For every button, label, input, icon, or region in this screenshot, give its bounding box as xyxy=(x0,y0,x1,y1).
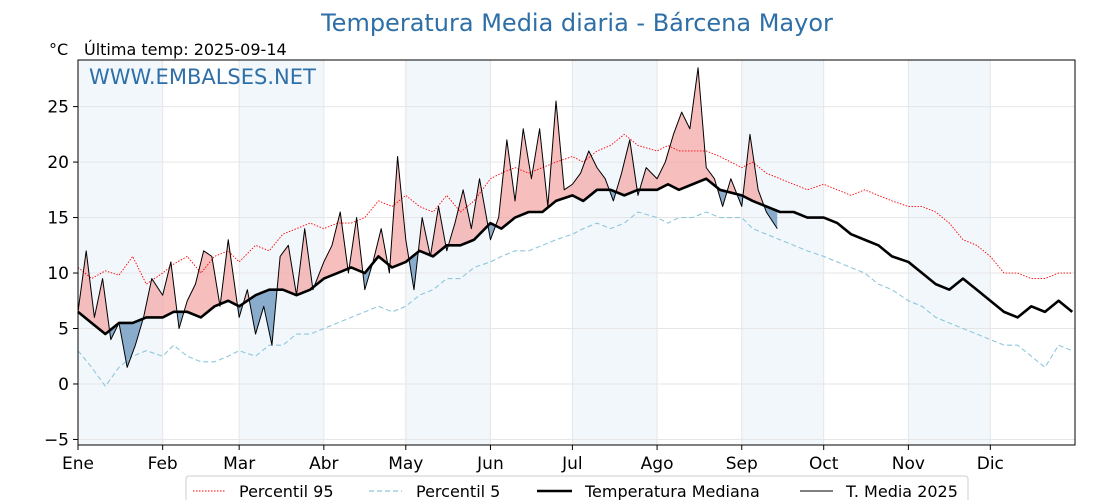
warm-anomaly-fill xyxy=(640,67,717,190)
x-tick-label-jul: Jul xyxy=(561,454,583,474)
x-tick-label-jun: Jun xyxy=(476,454,504,474)
warm-anomaly-fill xyxy=(143,261,178,319)
warm-anomaly-fill xyxy=(314,212,348,287)
series-line-t-media-2025 xyxy=(77,67,778,368)
y-tick-label: 10 xyxy=(47,264,69,284)
anomaly-fills xyxy=(78,67,778,368)
y-tick-label: 20 xyxy=(47,153,69,173)
x-tick-label-dic: Dic xyxy=(977,454,1004,474)
x-tick-label-feb: Feb xyxy=(148,454,178,474)
plot-frame xyxy=(77,59,1076,446)
chart-title: Temperatura Media diaria - Bárcena Mayor xyxy=(320,9,833,37)
watermark: WWW.EMBALSES.NET xyxy=(89,65,316,89)
x-tick-label-oct: Oct xyxy=(809,454,839,474)
month-band-sep xyxy=(741,60,824,445)
y-tick-label: −5 xyxy=(44,430,69,450)
warm-anomaly-fill xyxy=(277,228,313,296)
warm-anomaly-fill xyxy=(184,250,220,318)
month-bands xyxy=(78,60,991,445)
y-tick-label: 15 xyxy=(47,209,69,229)
cold-anomaly-fill xyxy=(409,251,419,290)
x-tick-label-ene: Ene xyxy=(62,454,94,474)
warm-anomaly-fill xyxy=(373,228,388,264)
legend: Percentil 95 Percentil 5 Temperatura Med… xyxy=(185,475,969,500)
legend-label-p5: Percentil 5 xyxy=(416,482,500,500)
warm-anomaly-fill xyxy=(390,156,409,268)
legend-label-2025: T. Media 2025 xyxy=(845,482,958,500)
month-band-mar xyxy=(239,60,324,445)
warm-anomaly-fill xyxy=(78,250,110,335)
y-tick-label: 0 xyxy=(58,375,69,395)
legend-box xyxy=(185,475,969,500)
series-lines xyxy=(77,67,1074,387)
warm-anomaly-fill xyxy=(349,217,363,273)
y-tick-label: 25 xyxy=(47,98,69,118)
x-tick-label-sep: Sep xyxy=(726,454,758,474)
unit-label: °C xyxy=(49,40,68,59)
legend-label-median: Temperatura Mediana xyxy=(584,482,760,500)
x-tick-label-nov: Nov xyxy=(892,454,925,474)
month-band-may xyxy=(405,60,491,445)
y-axis: −5 0 5 10 15 20 25 xyxy=(44,98,78,450)
x-axis: Ene Feb Mar Abr May Jun Jul Ago Sep Oct Nov Dic xyxy=(62,445,1004,474)
warm-anomaly-fill xyxy=(431,206,446,257)
warm-anomaly-fill xyxy=(727,178,737,194)
month-band-jul xyxy=(572,60,658,445)
legend-label-p95: Percentil 95 xyxy=(239,482,334,500)
grid-lines xyxy=(77,60,1075,445)
month-band-ene xyxy=(78,60,163,445)
x-tick-label-abr: Abr xyxy=(309,454,338,474)
month-band-nov xyxy=(908,60,991,445)
x-tick-label-ago: Ago xyxy=(641,454,674,474)
y-tick-label: 5 xyxy=(58,320,69,340)
x-tick-label-may: May xyxy=(388,454,423,474)
warm-anomaly-fill xyxy=(220,239,238,306)
last-temp-label: Última temp: 2025-09-14 xyxy=(84,40,287,59)
x-tick-label-mar: Mar xyxy=(223,454,255,474)
cold-anomaly-fill xyxy=(717,187,727,207)
warm-anomaly-fill xyxy=(495,101,610,229)
series-line-temperatura-mediana xyxy=(77,177,1074,336)
series-line-percentil-5 xyxy=(77,211,1073,387)
cold-anomaly-fill xyxy=(119,318,143,368)
